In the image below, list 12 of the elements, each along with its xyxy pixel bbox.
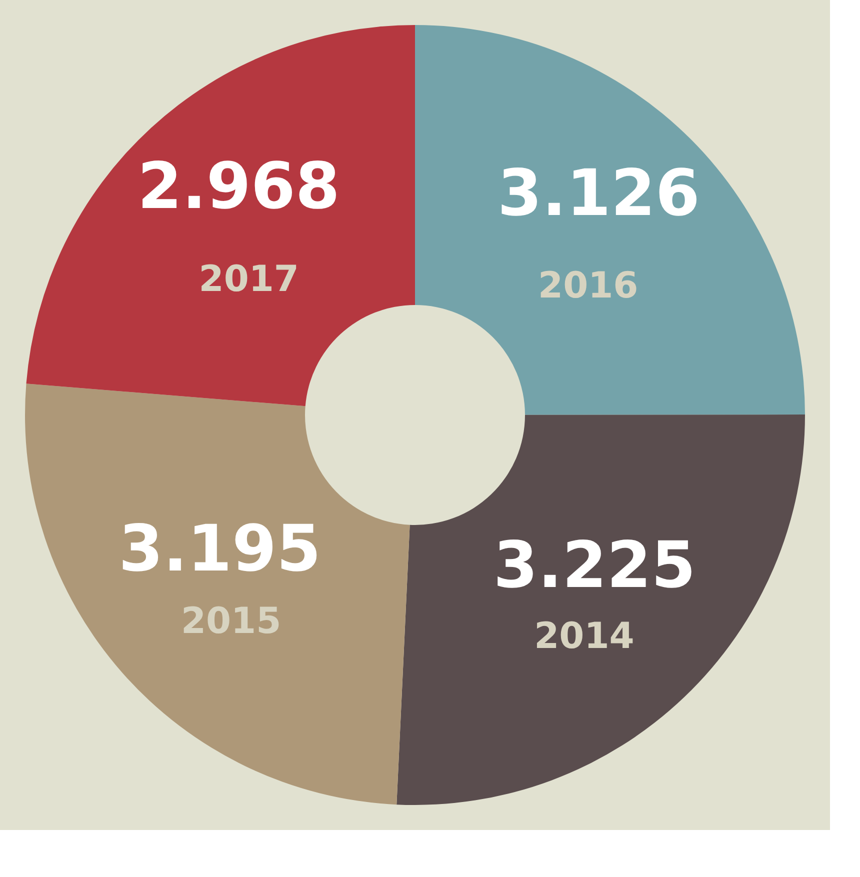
- donut-slice: [25, 384, 410, 805]
- donut-slice: [396, 414, 805, 805]
- data-label: 2.968: [137, 150, 340, 224]
- slice-label: 2014: [534, 616, 634, 658]
- slice-label: 2017: [198, 258, 299, 300]
- data-label: 3.195: [118, 512, 322, 587]
- data-label: 3.225: [493, 529, 696, 604]
- donut-slice: [26, 25, 415, 406]
- donut-slice: [415, 25, 805, 415]
- slice-label: 2015: [180, 600, 282, 642]
- slice-label: 2016: [538, 266, 638, 307]
- data-label: 3.126: [498, 157, 700, 232]
